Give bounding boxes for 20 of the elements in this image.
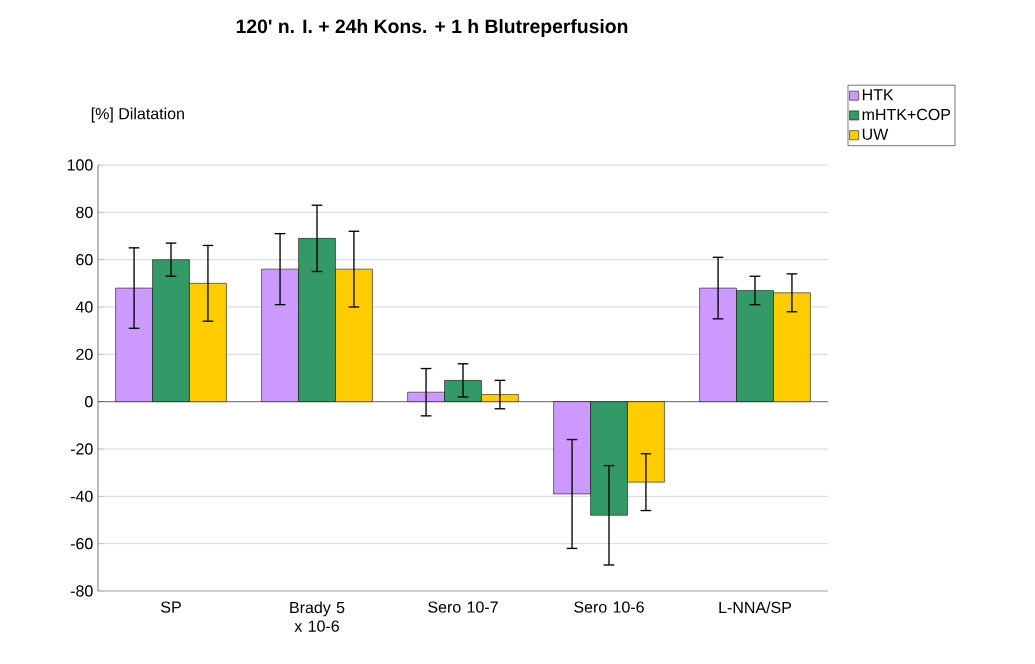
x-tick-label: L-NNA/SP: [719, 601, 792, 614]
y-axis-title: [%] Dilatation: [91, 107, 184, 123]
y-tick-label: 80: [76, 206, 93, 218]
y-tick-label: 60: [76, 254, 93, 266]
legend-label: UW: [862, 128, 889, 140]
y-tick-label: 0: [85, 396, 93, 408]
y-tick-label: -80: [70, 585, 93, 597]
chart-title: 120' n. I. + 24h Kons. + 1 h Blutreperfusion: [236, 18, 628, 38]
y-tick-label: 20: [76, 348, 93, 360]
x-tick-label: Sero 10-6: [574, 601, 644, 613]
y-tick-label: -40: [70, 490, 93, 502]
y-tick-label: -20: [70, 443, 93, 455]
x-tick-label: SP: [161, 601, 181, 613]
y-tick-label: -60: [70, 538, 93, 550]
y-tick-label: 100: [67, 159, 93, 171]
x-tick-label: Brady 5 x 10-6: [290, 601, 345, 632]
legend-label: mHTK+COP: [862, 108, 951, 121]
y-tick-label: 40: [75, 301, 93, 313]
legend-label: HTK: [862, 89, 894, 101]
x-tick-label: Sero 10-7: [428, 601, 498, 613]
